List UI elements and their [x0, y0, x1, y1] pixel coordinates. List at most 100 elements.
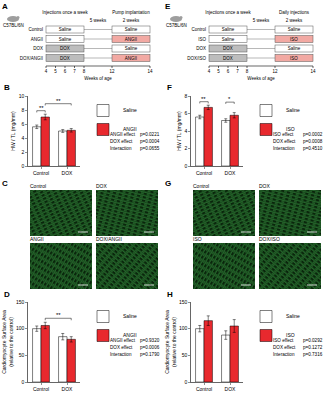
svg-text:Weeks of age: Weeks of age: [247, 76, 275, 81]
svg-text:D: D: [4, 290, 10, 299]
svg-text:6: 6: [227, 69, 230, 74]
svg-text:Saline: Saline: [286, 107, 300, 113]
svg-text:ISO: ISO: [290, 37, 298, 42]
svg-text:C57BL/6N: C57BL/6N: [166, 23, 187, 28]
svg-text:p=0.0004: p=0.0004: [140, 139, 160, 144]
svg-text:6: 6: [22, 121, 25, 127]
svg-text:Saline: Saline: [125, 46, 138, 51]
svg-text:Interaction: Interaction: [110, 352, 132, 357]
svg-text:Interaction: Interaction: [273, 146, 295, 151]
svg-text:Saline: Saline: [59, 37, 72, 42]
svg-text:p=0.0002: p=0.0002: [303, 132, 323, 137]
svg-text:ANGII effect: ANGII effect: [110, 338, 136, 343]
svg-text:10: 10: [19, 93, 25, 99]
svg-text:DOX/ANGII: DOX/ANGII: [20, 56, 43, 61]
svg-text:ANGII: ANGII: [125, 37, 137, 42]
svg-text:Saline: Saline: [222, 27, 235, 32]
svg-text:ANGII effect: ANGII effect: [110, 132, 136, 137]
svg-text:DOX/ISO: DOX/ISO: [187, 56, 206, 61]
svg-text:12: 12: [272, 69, 278, 74]
svg-text:**: **: [201, 96, 206, 102]
svg-text:ISO effect: ISO effect: [273, 338, 294, 343]
svg-text:HW / TL (mg/mm): HW / TL (mg/mm): [10, 111, 16, 151]
svg-text:DOX: DOX: [259, 183, 271, 189]
svg-text:Saline: Saline: [288, 27, 301, 32]
svg-text:Control: Control: [193, 183, 209, 189]
svg-text:Interaction: Interaction: [110, 146, 132, 151]
svg-text:2: 2: [22, 149, 25, 155]
svg-text:Control: Control: [191, 27, 206, 32]
svg-text:7: 7: [236, 69, 239, 74]
svg-text:Cardiomyocyte Surface Area(rel: Cardiomyocyte Surface Area(relative to t…: [164, 310, 177, 374]
svg-text:p=0.4510: p=0.4510: [303, 146, 323, 151]
svg-text:14: 14: [147, 69, 153, 74]
svg-text:Injections once a week: Injections once a week: [42, 10, 88, 15]
svg-text:Control: Control: [28, 27, 43, 32]
svg-text:12: 12: [109, 69, 115, 74]
svg-text:p=0.0006: p=0.0006: [140, 345, 160, 350]
svg-text:DOX/ISO: DOX/ISO: [259, 236, 280, 242]
svg-text:8: 8: [246, 69, 249, 74]
svg-text:Weeks of age: Weeks of age: [84, 76, 112, 81]
svg-text:Saline: Saline: [59, 27, 72, 32]
svg-text:Pump implantation: Pump implantation: [112, 10, 150, 15]
svg-text:50: 50: [182, 352, 188, 358]
svg-text:ANGII: ANGII: [31, 37, 43, 42]
svg-text:8: 8: [185, 93, 188, 99]
svg-text:DOX: DOX: [62, 386, 74, 392]
svg-text:5: 5: [217, 69, 220, 74]
svg-text:DOX: DOX: [225, 386, 237, 392]
svg-text:DOX/ANGII: DOX/ANGII: [96, 236, 122, 242]
svg-text:4: 4: [45, 69, 48, 74]
svg-text:H: H: [167, 290, 173, 299]
svg-text:E: E: [165, 2, 171, 11]
svg-text:DOX: DOX: [96, 183, 108, 189]
svg-text:5: 5: [54, 69, 57, 74]
svg-text:0: 0: [22, 163, 25, 169]
svg-text:DOX: DOX: [60, 56, 70, 61]
svg-text:B: B: [4, 83, 10, 92]
svg-text:p=0.1790: p=0.1790: [140, 352, 160, 357]
svg-text:Injections once a week: Injections once a week: [205, 10, 251, 15]
svg-text:DOX: DOX: [225, 170, 237, 176]
svg-text:0: 0: [185, 379, 188, 385]
svg-text:2 weeks: 2 weeks: [123, 18, 140, 23]
svg-text:DOX: DOX: [62, 170, 74, 176]
svg-text:DOX effect: DOX effect: [273, 345, 296, 350]
svg-text:ANGII: ANGII: [123, 332, 137, 338]
svg-text:ISO: ISO: [198, 37, 206, 42]
svg-text:DOX: DOX: [33, 46, 43, 51]
svg-text:Control: Control: [196, 170, 212, 176]
svg-text:150: 150: [16, 299, 25, 305]
svg-text:Control: Control: [30, 183, 46, 189]
svg-text:ISO: ISO: [286, 126, 295, 132]
svg-text:150: 150: [179, 299, 188, 305]
svg-text:6: 6: [64, 69, 67, 74]
svg-text:100: 100: [16, 325, 25, 331]
svg-text:Control: Control: [33, 170, 49, 176]
svg-text:HW / TL (mg/mm): HW / TL (mg/mm): [176, 111, 182, 151]
svg-text:DOX: DOX: [223, 46, 233, 51]
svg-text:Saline: Saline: [125, 27, 138, 32]
svg-text:F: F: [167, 83, 172, 92]
svg-text:14: 14: [310, 69, 316, 74]
svg-text:0: 0: [22, 379, 25, 385]
svg-text:p=0.0292: p=0.0292: [303, 338, 323, 343]
svg-text:100: 100: [179, 325, 188, 331]
svg-text:**: **: [56, 312, 61, 318]
svg-text:8: 8: [83, 69, 86, 74]
svg-text:G: G: [165, 179, 171, 188]
svg-text:4: 4: [185, 128, 188, 134]
svg-text:DOX effect: DOX effect: [110, 345, 133, 350]
svg-text:Control: Control: [33, 386, 49, 392]
svg-text:7: 7: [73, 69, 76, 74]
svg-text:6: 6: [185, 110, 188, 116]
svg-text:5 weeks: 5 weeks: [90, 18, 107, 23]
svg-text:8: 8: [22, 107, 25, 113]
svg-text:*: *: [228, 96, 231, 102]
svg-text:DOX: DOX: [60, 46, 70, 51]
svg-text:p=0.9320: p=0.9320: [140, 338, 160, 343]
svg-text:50: 50: [19, 352, 25, 358]
svg-text:C: C: [2, 179, 8, 188]
svg-text:ISO: ISO: [286, 332, 295, 338]
